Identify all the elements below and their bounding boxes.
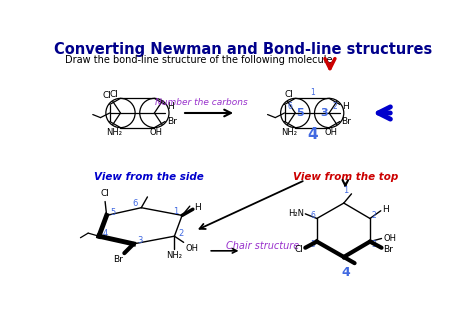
- Text: Converting Newman and Bond-line structures: Converting Newman and Bond-line structur…: [54, 42, 432, 56]
- Text: Cl: Cl: [285, 90, 293, 99]
- Text: 2: 2: [372, 211, 376, 220]
- Text: 5: 5: [296, 108, 304, 118]
- Text: 4: 4: [341, 266, 350, 279]
- Text: View from the top: View from the top: [293, 172, 398, 182]
- Text: 6: 6: [132, 199, 138, 208]
- Text: 5: 5: [310, 240, 315, 249]
- Text: 2: 2: [332, 102, 337, 111]
- Text: Chair structure: Chair structure: [226, 241, 300, 251]
- Text: OH: OH: [149, 128, 163, 137]
- Text: NH₂: NH₂: [106, 128, 122, 137]
- Text: OH: OH: [383, 234, 396, 243]
- Text: Number the carbons: Number the carbons: [155, 99, 248, 108]
- Text: H: H: [194, 203, 201, 212]
- Text: 6: 6: [310, 211, 315, 220]
- Text: Br: Br: [341, 117, 351, 126]
- Text: NH₂: NH₂: [166, 251, 182, 260]
- Text: View from the side: View from the side: [94, 172, 204, 182]
- Text: H: H: [383, 205, 389, 214]
- Text: H: H: [342, 102, 349, 111]
- Text: 1: 1: [173, 207, 179, 216]
- Text: OH: OH: [324, 128, 337, 137]
- Text: H₂N: H₂N: [288, 208, 304, 217]
- Text: 4: 4: [307, 127, 318, 142]
- Text: Cl: Cl: [110, 90, 119, 99]
- Text: 3: 3: [372, 240, 376, 249]
- Text: Br: Br: [113, 255, 123, 265]
- Text: 2: 2: [178, 229, 183, 238]
- Text: 5: 5: [110, 208, 116, 217]
- Text: 6: 6: [287, 102, 292, 111]
- Text: 1: 1: [310, 88, 315, 98]
- Text: Draw the bond-line structure of the following molecule: Draw the bond-line structure of the foll…: [65, 55, 333, 65]
- Text: OH: OH: [185, 244, 198, 253]
- Text: Cl: Cl: [102, 91, 111, 100]
- Text: Br: Br: [383, 245, 393, 254]
- Text: Br: Br: [167, 117, 177, 126]
- Text: 1: 1: [343, 186, 348, 195]
- Text: Cl: Cl: [100, 190, 109, 199]
- Text: Cl: Cl: [295, 245, 304, 254]
- Text: NH₂: NH₂: [281, 128, 297, 137]
- Text: 3: 3: [137, 236, 142, 245]
- Text: H: H: [167, 102, 174, 111]
- Text: 4: 4: [102, 229, 108, 238]
- Text: 3: 3: [321, 108, 328, 118]
